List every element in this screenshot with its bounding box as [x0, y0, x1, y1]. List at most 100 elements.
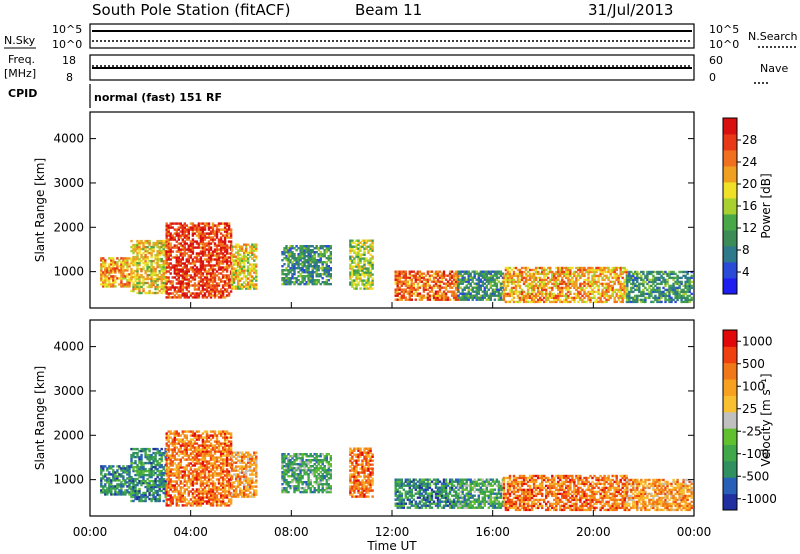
- data-cell: [355, 243, 358, 246]
- data-cell: [197, 504, 201, 507]
- data-cell: [201, 242, 205, 245]
- data-cell: [249, 245, 252, 248]
- data-cell: [253, 263, 256, 266]
- data-cell: [623, 290, 626, 294]
- data-cell: [394, 274, 397, 277]
- data-cell: [179, 496, 182, 499]
- data-cell: [561, 268, 564, 272]
- data-cell: [239, 257, 242, 260]
- data-cell: [249, 269, 252, 272]
- data-cell: [522, 298, 526, 302]
- data-cell: [187, 226, 190, 229]
- data-cell: [156, 261, 159, 265]
- data-cell: [181, 466, 184, 469]
- data-cell: [406, 284, 409, 287]
- data-cell: [173, 442, 176, 445]
- data-cell: [165, 236, 168, 239]
- data-cell: [660, 282, 663, 286]
- data-cell: [132, 271, 135, 275]
- data-cell: [526, 284, 530, 288]
- data-cell: [461, 280, 464, 283]
- data-cell: [327, 267, 330, 270]
- data-cell: [418, 296, 422, 299]
- data-cell: [621, 272, 624, 276]
- data-cell: [160, 283, 163, 287]
- data-cell: [187, 246, 190, 249]
- data-cell: [138, 489, 141, 493]
- data-cell: [504, 286, 508, 290]
- data-cell: [369, 263, 372, 266]
- data-cell: [221, 270, 225, 273]
- data-cell: [108, 265, 111, 268]
- data-cell: [223, 282, 227, 285]
- data-cell: [148, 497, 151, 501]
- data-cell: [561, 276, 564, 280]
- data-cell: [199, 484, 203, 487]
- data-cell: [201, 480, 205, 483]
- data-cell: [122, 285, 125, 288]
- data-cell: [353, 241, 356, 244]
- data-cell: [201, 260, 205, 263]
- data-cell: [177, 262, 180, 265]
- data-cell: [489, 274, 492, 277]
- data-cell: [465, 292, 468, 295]
- data-cell: [197, 474, 201, 477]
- data-cell: [670, 276, 673, 280]
- data-cell: [408, 274, 411, 277]
- data-cell: [617, 298, 620, 302]
- data-cell: [205, 492, 209, 495]
- data-cell: [209, 232, 213, 235]
- data-cell: [140, 493, 143, 497]
- data-cell: [175, 482, 178, 485]
- y-tick-label: 3000: [53, 176, 84, 190]
- data-cell: [365, 245, 368, 248]
- data-cell: [454, 270, 458, 273]
- data-cell: [369, 281, 372, 284]
- data-cell: [183, 444, 186, 447]
- data-cell: [160, 277, 163, 281]
- data-cell: [195, 468, 199, 471]
- data-cell: [249, 255, 252, 258]
- data-cell: [690, 284, 693, 288]
- data-cell: [579, 296, 582, 300]
- data-cell: [171, 226, 174, 229]
- data-cell: [130, 465, 133, 469]
- data-cell: [459, 274, 462, 277]
- data-cell: [287, 279, 290, 282]
- data-cell: [428, 274, 432, 277]
- data-cell: [680, 280, 683, 284]
- data-cell: [187, 472, 190, 475]
- data-cell: [418, 276, 422, 279]
- data-cell: [124, 263, 127, 266]
- data-cell: [124, 285, 127, 288]
- data-cell: [171, 442, 174, 445]
- colorbar-cell: [723, 262, 737, 279]
- data-cell: [485, 294, 488, 297]
- data-cell: [317, 249, 320, 252]
- data-cell: [249, 249, 252, 252]
- data-cell: [175, 504, 178, 507]
- data-cell: [369, 259, 372, 262]
- data-cell: [169, 484, 172, 487]
- data-cell: [144, 277, 147, 281]
- data-cell: [185, 448, 188, 451]
- data-cell: [191, 502, 195, 505]
- data-cell: [162, 491, 165, 495]
- data-cell: [171, 474, 174, 477]
- data-cell: [152, 277, 155, 281]
- data-cell: [128, 491, 131, 494]
- data-cell: [175, 286, 178, 289]
- data-cell: [565, 266, 568, 270]
- data-cell: [140, 463, 143, 467]
- data-cell: [185, 482, 188, 485]
- data-cell: [357, 253, 360, 256]
- data-cell: [325, 273, 328, 276]
- data-cell: [235, 275, 238, 278]
- data-cell: [173, 438, 176, 441]
- data-cell: [177, 432, 180, 435]
- data-cell: [579, 286, 582, 290]
- data-cell: [477, 280, 480, 283]
- data-cell: [621, 294, 624, 298]
- data-cell: [664, 292, 667, 296]
